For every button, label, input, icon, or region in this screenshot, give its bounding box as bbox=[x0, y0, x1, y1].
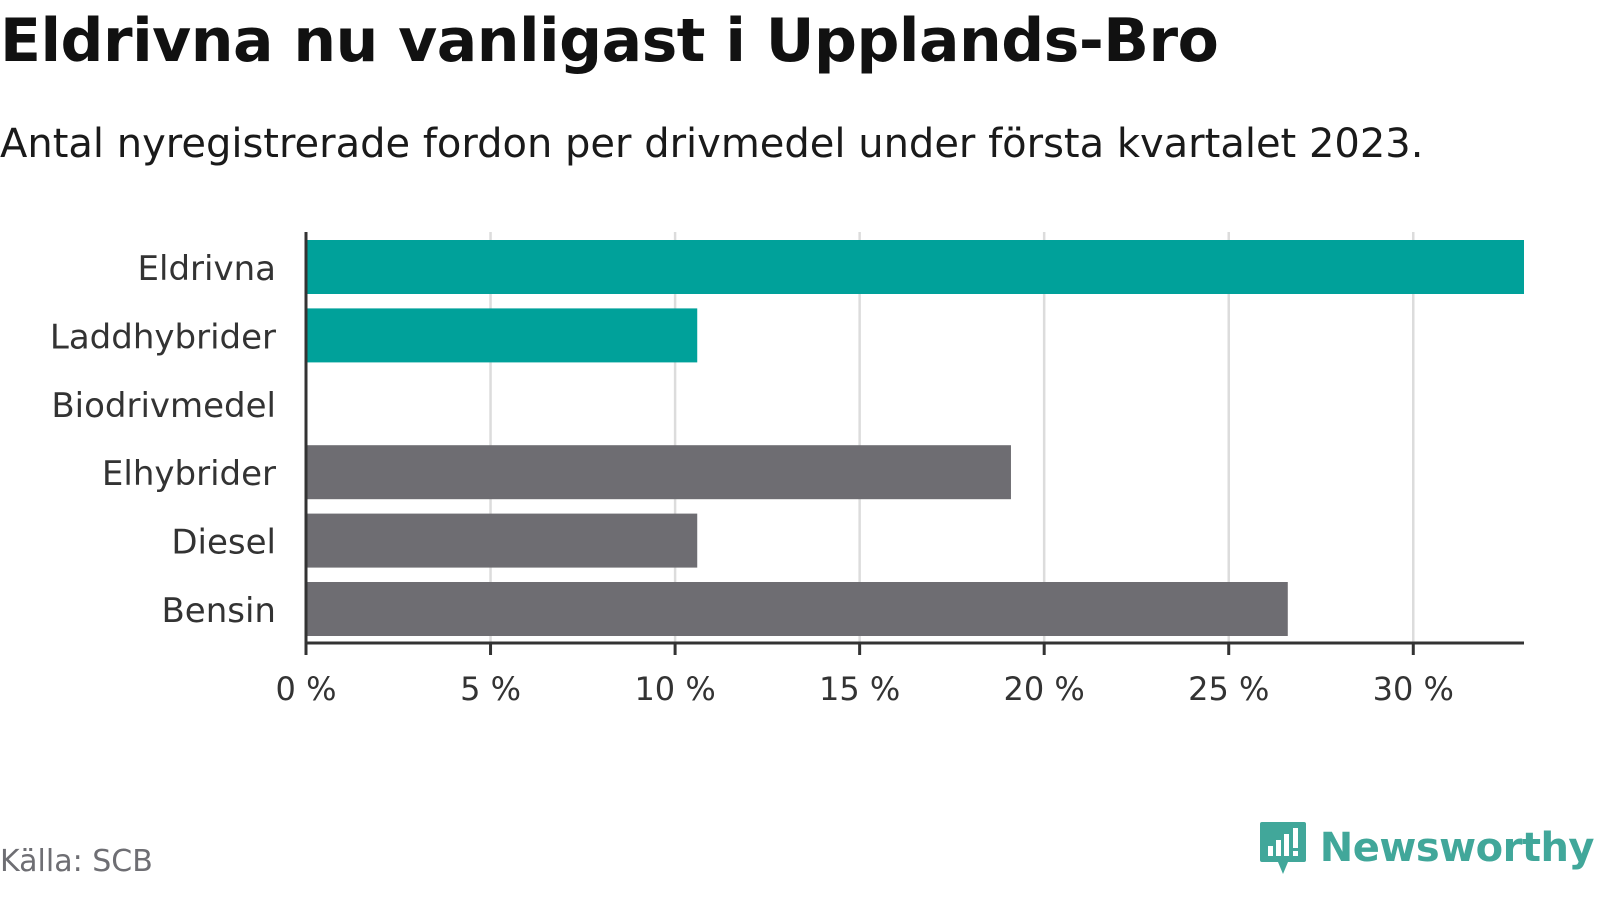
chart-title: Eldrivna nu vanligast i Upplands-Bro bbox=[0, 6, 1219, 76]
bar-eldrivna bbox=[306, 240, 1524, 294]
source-note: Källa: SCB bbox=[0, 844, 153, 879]
x-tick-label: 30 % bbox=[1373, 670, 1454, 708]
category-label: Diesel bbox=[171, 523, 276, 563]
x-tick-label: 10 % bbox=[634, 670, 715, 708]
brand-name: Newsworthy bbox=[1319, 825, 1595, 871]
x-tick-label: 15 % bbox=[819, 670, 900, 708]
category-label: Biodrivmedel bbox=[51, 386, 276, 426]
x-tick-label: 5 % bbox=[460, 670, 521, 708]
x-tick-label: 20 % bbox=[1004, 670, 1085, 708]
category-label: Bensin bbox=[161, 591, 276, 631]
chart-subtitle: Antal nyregistrerade fordon per drivmede… bbox=[0, 121, 1424, 167]
x-tick-label: 25 % bbox=[1188, 670, 1269, 708]
bar-diesel bbox=[306, 513, 698, 568]
bar-elhybrider bbox=[306, 445, 1011, 500]
bar-bensin bbox=[306, 582, 1288, 636]
x-tick-label: 0 % bbox=[276, 670, 337, 708]
category-label: Elhybrider bbox=[102, 454, 276, 494]
category-label: Eldrivna bbox=[138, 249, 276, 289]
newsworthy-logo-icon bbox=[1259, 822, 1306, 874]
category-label: Laddhybrider bbox=[50, 317, 276, 357]
bar-laddhybrider bbox=[306, 308, 698, 363]
brand-logo: Newsworthy bbox=[1258, 818, 1595, 878]
